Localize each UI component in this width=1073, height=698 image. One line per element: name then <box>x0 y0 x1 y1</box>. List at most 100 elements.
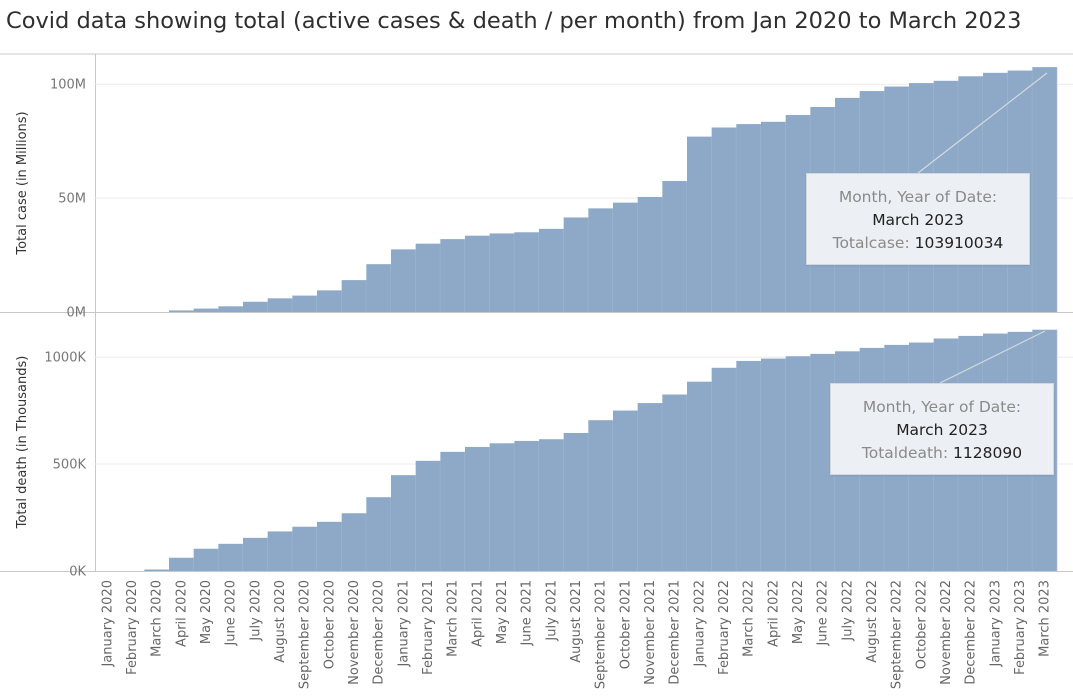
x-tick-label: August 2020 <box>273 580 288 663</box>
data-bar <box>341 513 367 571</box>
data-bar <box>489 443 515 571</box>
x-tick-label: May 2021 <box>495 580 510 644</box>
data-bar <box>662 394 688 571</box>
data-bar <box>366 264 392 312</box>
tooltip-month-value: March 2023 <box>896 421 988 439</box>
data-bar <box>169 557 194 571</box>
x-tick-label: March 2022 <box>742 580 757 657</box>
x-tick-label: October 2021 <box>618 580 633 669</box>
x-tick-label: December 2021 <box>668 580 683 685</box>
data-bar <box>218 306 244 312</box>
x-axis: January 2020 February 2020 March 2020 April… <box>100 580 1052 689</box>
tooltip-month-value: March 2023 <box>872 211 964 229</box>
data-bar <box>317 521 342 571</box>
x-tick-label: March 2021 <box>446 580 461 657</box>
data-bar <box>563 217 589 312</box>
x-tick-label: August 2021 <box>569 580 584 663</box>
data-bar <box>489 233 515 312</box>
data-bar <box>415 243 441 312</box>
data-bar <box>736 360 762 571</box>
x-tick-label: June 2022 <box>816 580 831 647</box>
y-axis-title: Total case (in Millions) <box>15 111 30 255</box>
x-tick-label: April 2020 <box>174 580 189 647</box>
x-tick-label: June 2020 <box>224 580 239 647</box>
x-tick-label: January 2022 <box>692 580 707 668</box>
data-bar <box>366 497 392 571</box>
data-bar <box>613 202 638 312</box>
data-bar <box>761 358 786 571</box>
data-bar <box>514 232 540 312</box>
x-tick-label: July 2021 <box>544 580 559 642</box>
y-tick-label: 0K <box>69 565 86 580</box>
x-tick-label: February 2020 <box>125 580 140 675</box>
data-bar <box>687 381 712 571</box>
tooltip-field-label: Month, Year of Date: <box>838 188 998 206</box>
data-bar <box>588 208 614 312</box>
data-bar <box>539 439 564 571</box>
x-tick-label: November 2020 <box>347 580 362 685</box>
tooltip-measure-value: 103910034 <box>914 234 1004 252</box>
data-bar <box>613 410 638 571</box>
data-bar <box>465 446 490 571</box>
x-tick-label: December 2022 <box>964 580 979 685</box>
x-tick-label: May 2022 <box>791 580 806 644</box>
x-tick-label: May 2020 <box>199 580 214 644</box>
x-tick-label: March 2023 <box>1038 580 1053 657</box>
chart-title: Covid data showing total (active cases &… <box>6 8 1022 34</box>
x-tick-label: December 2020 <box>372 580 387 685</box>
data-bar <box>1032 67 1058 312</box>
data-bar <box>292 526 318 571</box>
x-tick-label: October 2022 <box>914 580 929 669</box>
tooltip-field-label: Month, Year of Date: <box>862 398 1022 416</box>
x-tick-label: April 2021 <box>470 580 485 647</box>
data-bar <box>193 308 219 312</box>
data-bar <box>514 440 540 571</box>
y-axis-title: Total death (in Thousands) <box>15 356 30 530</box>
x-tick-label: October 2020 <box>322 580 337 669</box>
x-tick-label: March 2020 <box>150 580 165 657</box>
x-tick-label: January 2020 <box>100 580 115 668</box>
data-bar <box>144 569 170 571</box>
data-bar <box>785 356 811 571</box>
y-tick-label: 500K <box>53 458 87 473</box>
x-tick-label: August 2022 <box>865 580 880 663</box>
data-bar <box>218 543 244 571</box>
tooltip-measure-label: Totaldeath: <box>861 444 949 462</box>
data-bar <box>588 420 614 571</box>
y-tick-label: 0M <box>67 306 87 321</box>
y-tick-label: 100M <box>50 78 86 93</box>
data-bar <box>687 136 712 312</box>
y-tick-label: 1000K <box>44 351 86 366</box>
x-tick-label: November 2022 <box>939 580 954 685</box>
data-bar <box>391 475 416 571</box>
x-tick-label: February 2023 <box>1013 580 1028 675</box>
data-bar <box>267 531 293 571</box>
data-bar <box>662 181 688 312</box>
tooltip-total-death: Month, Year of Date: March 2023 Totaldea… <box>830 383 1054 475</box>
tooltip-connector <box>917 72 1048 174</box>
data-bar <box>637 196 663 312</box>
data-bar <box>539 228 564 312</box>
data-bar <box>440 239 466 312</box>
x-tick-label: September 2022 <box>890 580 905 689</box>
tooltip-total-case: Month, Year of Date: March 2023 Totalcas… <box>806 173 1030 265</box>
tooltip-connector <box>939 330 1046 384</box>
data-bar <box>761 121 786 312</box>
x-tick-label: February 2021 <box>421 580 436 675</box>
data-bar <box>341 280 367 312</box>
data-bar <box>711 127 737 312</box>
x-tick-label: September 2020 <box>298 580 313 689</box>
data-bar <box>440 451 466 571</box>
x-tick-label: July 2022 <box>840 580 855 642</box>
data-bar <box>243 301 268 312</box>
x-tick-label: July 2020 <box>248 580 263 642</box>
data-bar <box>317 290 342 312</box>
x-tick-label: January 2021 <box>396 580 411 668</box>
tooltip-measure-label: Totalcase: <box>832 234 910 252</box>
data-bar <box>637 403 663 571</box>
data-bar <box>711 367 737 571</box>
data-bar <box>267 298 293 312</box>
data-bar <box>292 295 318 312</box>
y-tick-label: 50M <box>58 192 86 207</box>
